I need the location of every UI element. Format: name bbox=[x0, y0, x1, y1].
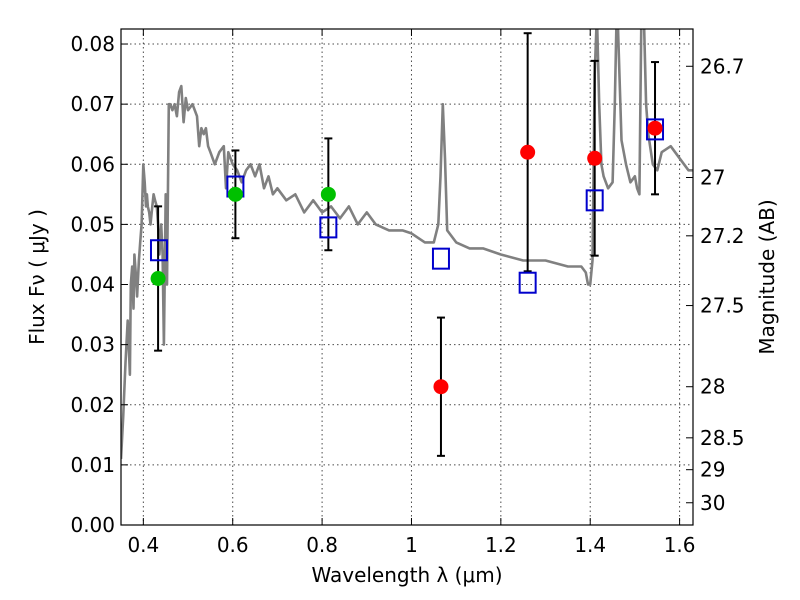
data-point bbox=[227, 186, 243, 202]
y-tick-label: 0.03 bbox=[70, 333, 115, 357]
plot-background bbox=[121, 29, 693, 525]
right-tick-label: 30 bbox=[700, 491, 725, 515]
model-photometry-square bbox=[646, 118, 665, 141]
y-tick-label: 0.06 bbox=[70, 152, 115, 176]
model-photometry-square bbox=[319, 216, 338, 239]
x-tick-label: 1.6 bbox=[664, 533, 696, 557]
data-point bbox=[520, 144, 536, 160]
data-point bbox=[647, 120, 663, 136]
data-point bbox=[320, 186, 336, 202]
right-tick-label: 27.2 bbox=[700, 224, 745, 248]
x-tick-label: 1.4 bbox=[574, 533, 606, 557]
y-tick-label: 0.01 bbox=[70, 453, 115, 477]
right-tick-label: 26.7 bbox=[700, 54, 745, 78]
right-tick-label: 28 bbox=[700, 375, 725, 399]
x-axis-title: Wavelength λ (μm) bbox=[311, 563, 502, 587]
y-tick-label: 0.04 bbox=[70, 273, 115, 297]
x-tick-label: 1 bbox=[405, 533, 418, 557]
y-tick-label: 0.05 bbox=[70, 212, 115, 236]
model-photometry-square bbox=[431, 247, 450, 270]
model-photometry-square bbox=[518, 271, 537, 294]
model-photometry-square bbox=[585, 189, 604, 212]
y-tick-label: 0.00 bbox=[70, 513, 115, 537]
right-axis-title: Magnitude (AB) bbox=[755, 199, 779, 354]
data-point bbox=[433, 379, 449, 395]
y-tick-label: 0.08 bbox=[70, 32, 115, 56]
data-point bbox=[587, 150, 603, 166]
x-tick-label: 0.6 bbox=[217, 533, 249, 557]
y-axis-title: Flux Fν ( μJy ) bbox=[25, 209, 49, 345]
right-tick-label: 29 bbox=[700, 458, 725, 482]
y-tick-label: 0.07 bbox=[70, 92, 115, 116]
spectrum-layer bbox=[121, 29, 693, 459]
right-tick-label: 27.5 bbox=[700, 294, 745, 318]
x-tick-label: 1.2 bbox=[485, 533, 517, 557]
right-tick-label: 27 bbox=[700, 165, 725, 189]
model-spectrum-line bbox=[121, 29, 693, 459]
tick-layer: 0.4 0.6 0.8 1 1.2 1.4 1.6 0.00 0.01 0.02 0.03 0.04 0… bbox=[70, 29, 745, 557]
marker-layer bbox=[149, 118, 665, 395]
right-tick-label: 28.5 bbox=[700, 426, 745, 450]
y-tick-label: 0.02 bbox=[70, 393, 115, 417]
model-photometry-square bbox=[149, 239, 168, 262]
plot-frame bbox=[120, 28, 694, 526]
data-point bbox=[150, 271, 166, 287]
x-tick-label: 0.8 bbox=[306, 533, 338, 557]
x-tick-label: 0.4 bbox=[127, 533, 159, 557]
